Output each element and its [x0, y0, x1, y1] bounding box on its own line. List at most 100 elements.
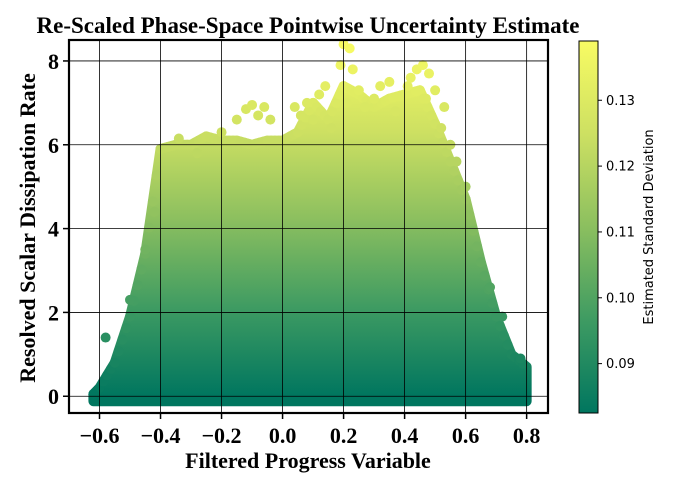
scatter-point [113, 346, 124, 357]
scatter-point [132, 280, 143, 291]
scatter-point [452, 175, 463, 186]
scatter-point [327, 106, 338, 117]
scatter-point [439, 102, 450, 113]
x-axis-ticks: −0.6 −0.4 −0.2 0.0 0.2 0.4 0.6 0.8 [79, 413, 540, 448]
scatter-point [497, 311, 508, 322]
scatter-point [295, 110, 306, 121]
plot-frame [67, 38, 550, 415]
scatter-point [125, 294, 136, 305]
scatter-point [144, 222, 155, 233]
scatter-point [149, 206, 160, 217]
y-tick-label: 8 [48, 49, 59, 74]
x-tick-label: −0.6 [79, 423, 119, 448]
scatter-point [151, 170, 162, 181]
scatter-point [464, 209, 475, 220]
scatter-point [247, 99, 258, 110]
colorbar-tick-label: 0.12 [606, 160, 635, 175]
scatter-point [449, 165, 460, 176]
scatter-point [335, 60, 346, 71]
scatter-point [308, 114, 319, 125]
scatter-point [289, 102, 300, 113]
scatter-point [265, 114, 276, 125]
scatter-point [487, 297, 498, 308]
scatter-points [88, 40, 532, 407]
scatter-point [88, 389, 99, 400]
scatter-point [323, 114, 334, 125]
scatter-point [515, 353, 526, 364]
scatter-point [301, 97, 312, 108]
scatter-point [436, 123, 447, 134]
scatter-point [396, 91, 407, 102]
scatter-point [468, 225, 479, 236]
x-tick-label: 0.2 [330, 423, 358, 448]
scatter-point [420, 93, 431, 104]
scatter-point [347, 64, 358, 75]
scatter-point [479, 270, 490, 281]
colorbar-ticks: 0.09 0.10 0.11 0.12 0.13 [598, 94, 635, 372]
y-tick-label: 6 [48, 133, 59, 158]
scatter-point [173, 133, 184, 144]
scatter-point [330, 97, 341, 108]
x-tick-label: 0.6 [452, 423, 480, 448]
scatter-point [140, 244, 151, 255]
scatter-point [437, 137, 448, 148]
scatter-point [424, 68, 435, 79]
scatter-point [326, 123, 337, 134]
y-tick-label: 2 [48, 300, 59, 325]
x-axis-label: Filtered Progress Variable [185, 448, 431, 473]
scatter-point [498, 330, 509, 341]
chart-title: Re-Scaled Phase-Space Pointwise Uncertai… [37, 13, 580, 38]
scatter-point [390, 106, 401, 117]
scatter-point [125, 311, 136, 322]
scatter-point [334, 89, 345, 100]
scatter-point [147, 196, 158, 207]
colorbar: 0.09 0.10 0.11 0.12 0.13 Estimated Standard … [578, 40, 657, 414]
scatter-point [451, 156, 462, 167]
grid-lines [69, 40, 548, 413]
y-tick-label: 4 [48, 217, 59, 242]
scatter-point [414, 85, 425, 96]
scatter-point [121, 323, 132, 334]
scatter-point [296, 119, 307, 130]
scatter-point [485, 282, 496, 293]
y-tick-label: 0 [48, 384, 59, 409]
x-tick-label: 0.8 [513, 423, 541, 448]
scatter-point [426, 110, 437, 121]
scatter-point [384, 76, 395, 87]
scatter-point [375, 81, 386, 92]
colorbar-tick-label: 0.09 [606, 357, 635, 372]
scatter-point [494, 321, 505, 332]
scatter-point [353, 85, 364, 96]
plot-area: −0.6 −0.4 −0.2 0.0 0.2 0.4 0.6 0.8 0 2 4 6 8 [48, 38, 550, 448]
x-tick-label: 0.0 [269, 423, 297, 448]
y-axis-label: Resolved Scalar Dissipation Rate [15, 73, 40, 383]
scatter-point [314, 89, 325, 100]
scatter-point [192, 148, 203, 159]
scatter-point [475, 257, 486, 268]
colorbar-gradient [578, 40, 599, 414]
y-axis-ticks: 0 2 4 6 8 [48, 49, 69, 409]
scatter-point [441, 147, 452, 158]
x-tick-label: 0.4 [391, 423, 419, 448]
colorbar-tick-label: 0.10 [606, 291, 635, 306]
colorbar-tick-label: 0.13 [606, 94, 635, 109]
scatter-point [405, 72, 416, 83]
scatter-point [417, 60, 428, 71]
scatter-point [109, 357, 120, 368]
scatter-point [341, 97, 352, 108]
scatter-point [253, 110, 264, 121]
x-tick-label: −0.4 [141, 423, 181, 448]
scatter-point [292, 127, 303, 138]
scatter-point [502, 339, 513, 350]
scatter-point [430, 85, 441, 96]
x-tick-label: −0.2 [202, 423, 242, 448]
scatter-point [259, 102, 270, 113]
colorbar-tick-label: 0.11 [606, 225, 635, 240]
scatter-point [472, 241, 483, 252]
scatter-point [369, 93, 380, 104]
scatter-point [359, 102, 370, 113]
scatter-point [100, 332, 111, 343]
scatter-point [117, 334, 128, 345]
scatter-point [231, 114, 242, 125]
